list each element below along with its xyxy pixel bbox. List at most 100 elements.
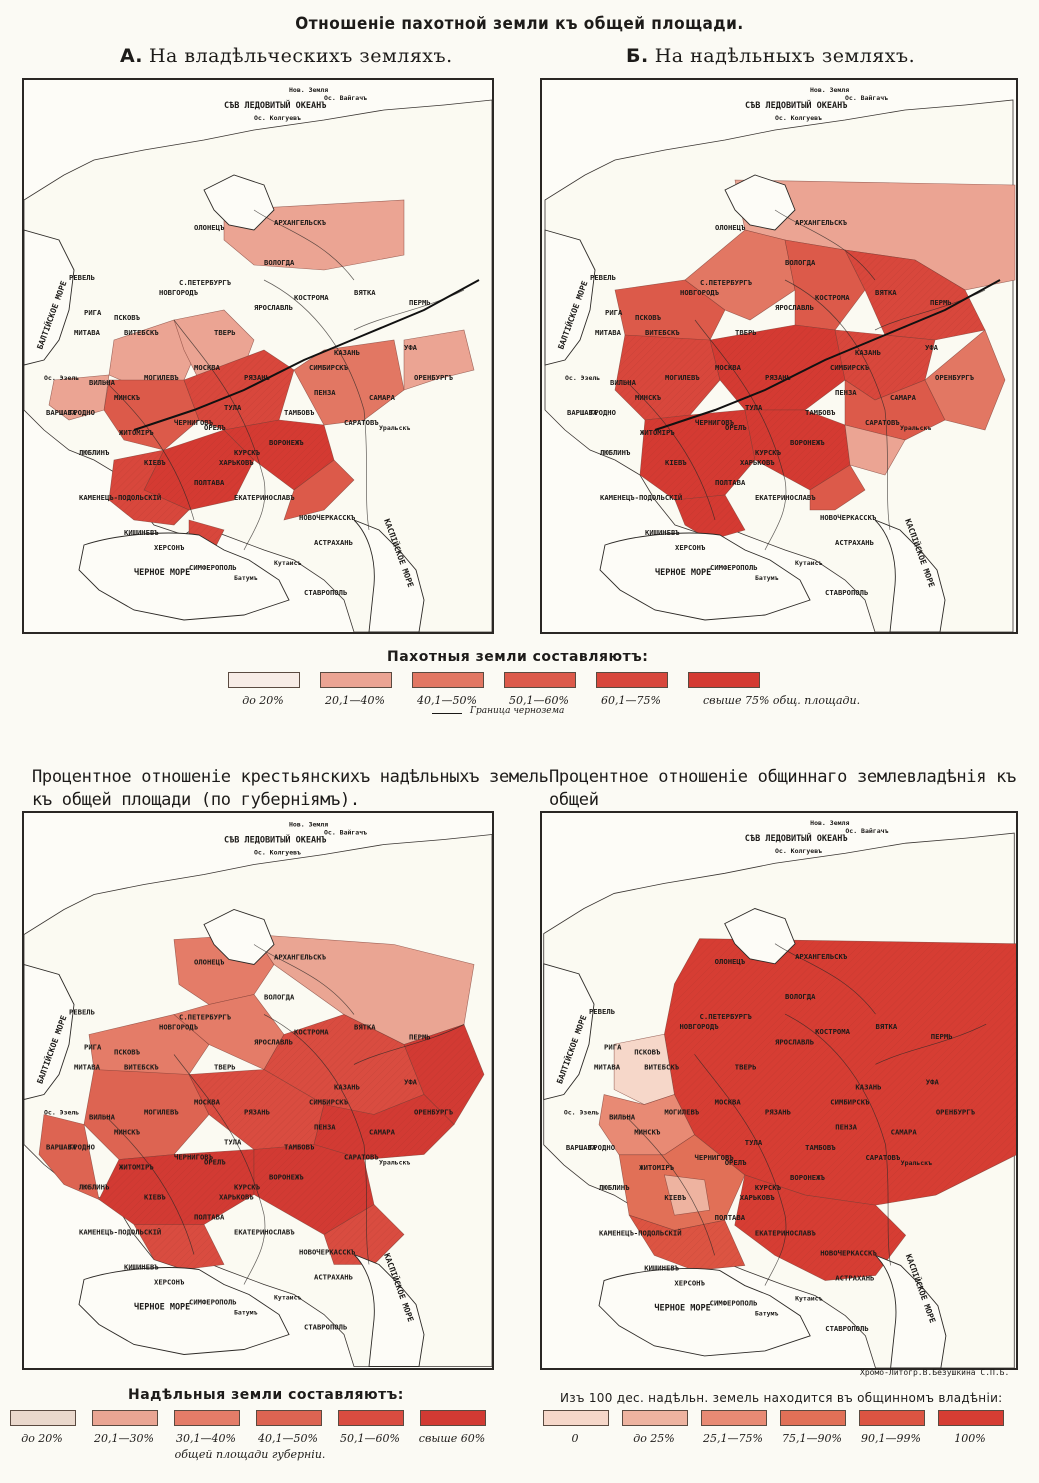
legend_d-swatch-1 (622, 1410, 688, 1426)
place-label: ТВЕРЬ (214, 1063, 236, 1072)
place-label: МОГИЛЕВЪ (664, 1108, 699, 1117)
river-0 (694, 319, 787, 551)
kutais-label: Кутаисъ (274, 1294, 301, 1302)
legend_d-swatch-3 (780, 1410, 846, 1426)
place-label: САМАРА (369, 1128, 396, 1137)
place-label: ЕКАТЕРИНОСЛАВЪ (234, 493, 295, 502)
place-label: ТВЕРЬ (214, 328, 236, 337)
place-label: С.ПЕТЕРБУРГЪ (179, 1013, 232, 1022)
legend-top-title: Пахотныя земли составляютъ: (387, 649, 649, 665)
novaya-zemlya-label: Нов. Земля (289, 86, 328, 94)
place-label: НОВОЧЕРКАССКЪ (299, 513, 356, 522)
legend_c-label-4: 50,1—60% (340, 1432, 400, 1445)
place-label: ХАРЬКОВЪ (740, 458, 775, 467)
place-label: КАЗАНЬ (855, 1082, 881, 1091)
place-label: КІЕВЪ (664, 1193, 686, 1202)
legend_c-swatch-5 (420, 1410, 486, 1426)
place-label: АРХАНГЕЛЬСКЪ (795, 952, 848, 961)
place-label: АСТРАХАНЬ (835, 538, 874, 547)
place-label: РЯЗАНЬ (765, 1108, 791, 1117)
black-earth-line-sample (432, 713, 462, 714)
place-label: САРАТОВЪ (865, 418, 900, 427)
novaya-zemlya-label: Нов. Земля (289, 821, 328, 829)
river-1 (263, 279, 370, 531)
batum-label: Батумъ (234, 1309, 258, 1317)
place-label: РЕВЕЛЬ (590, 273, 616, 282)
legend_d-label-2: 25,1—75% (703, 1432, 763, 1445)
place-label: УФА (404, 343, 418, 352)
legend_top-swatch-2 (412, 672, 484, 688)
place-label: ОРЕЛЪ (204, 1158, 226, 1167)
place-label: ОЛОНЕЦЪ (194, 223, 225, 232)
place-label: ОРЕЛЪ (725, 423, 747, 432)
map-c-allotment-share: С.ПЕТЕРБУРГЪ МОСКВА КІЕВЪ ВЯТКА ПЕРМЬ ВОЛОГДА… (22, 811, 494, 1370)
place-label: АСТРАХАНЬ (314, 538, 353, 547)
place-label: СИМФЕРОПОЛЬ (189, 1298, 237, 1307)
place-label: КАЗАНЬ (855, 348, 881, 357)
place-label: НОВОЧЕРКАССКЪ (299, 1248, 356, 1257)
place-label: МИТАВА (74, 328, 101, 337)
kutais-label: Кутаисъ (795, 559, 822, 567)
place-label: ВОРОНЕЖЪ (790, 438, 825, 447)
place-label: УФА (926, 1077, 940, 1086)
place-label: ПЕРМЬ (931, 1032, 953, 1041)
credit-line: Хромо-Литогр.В.Безушкина С.П.Б. (860, 1368, 1010, 1377)
place-label: КАМЕНЕЦЪ-ПОДОЛЬСКІЙ (79, 493, 161, 502)
place-label: МОСКВА (715, 1098, 742, 1107)
map-a-privately-owned-arable: С.ПЕТЕРБУРГЪ МОСКВА КІЕВЪ ВЯТКА ПЕРМЬ ВОЛОГДА… (22, 78, 494, 634)
kolguev-label: Ос. Колгуевъ (775, 847, 822, 855)
place-label: ЯРОСЛАВЛЬ (254, 303, 293, 312)
black-earth-boundary (133, 279, 480, 431)
place-label: СИМБИРСКЪ (830, 1098, 870, 1107)
place-label: МИНСКЪ (114, 393, 141, 402)
legend_c-label-1: 20,1—30% (94, 1432, 154, 1445)
caspian-sea (353, 519, 425, 632)
place-label: ЕКАТЕРИНОСЛАВЪ (755, 493, 816, 502)
place-label: ВАРШАВА (566, 1143, 597, 1152)
place-label: ОРЕНБУРГЪ (935, 373, 975, 382)
legend_top-label-3: 50,1—60% (509, 694, 569, 707)
place-label: ЕКАТЕРИНОСЛАВЪ (234, 1228, 295, 1237)
legend_top-label-1: 20,1—40% (325, 694, 385, 707)
map-d-base: С.ПЕТЕРБУРГЪ МОСКВА КІЕВЪ ВЯТКА ПЕРМЬ ВОЛОГДА… (543, 813, 1016, 1368)
place-label: ЛЮБЛИНЪ (79, 448, 110, 457)
place-label: КУРСКЪ (755, 448, 782, 457)
map-a-base: С.ПЕТЕРБУРГЪ МОСКВА КІЕВЪ ВЯТКА ПЕРМЬ ВОЛОГДА… (24, 80, 492, 632)
black-sea-label: ЧЕРНОЕ МОРЕ (134, 568, 190, 578)
black-sea (78, 1267, 290, 1355)
caspian-sea (874, 519, 946, 632)
black-sea-label: ЧЕРНОЕ МОРЕ (134, 1303, 190, 1313)
legend_d-swatch-4 (859, 1410, 925, 1426)
place-label: КАМЕНЕЦЪ-ПОДОЛЬСКІЙ (600, 493, 682, 502)
vaygach-label: Ос. Вайгачъ (324, 94, 367, 102)
place-label: НОВГОРОДЪ (680, 288, 720, 297)
river-3 (103, 379, 195, 521)
river-4 (253, 209, 355, 281)
place-label: ТВЕРЬ (735, 328, 757, 337)
place-label: ЛЮБЛИНЪ (599, 1183, 630, 1192)
place-label: НОВОЧЕРКАССКЪ (820, 1248, 877, 1257)
place-label: ГРОДНО (590, 408, 616, 417)
kolguev-label: Ос. Колгуевъ (775, 114, 822, 122)
legend_c-swatch-2 (174, 1410, 240, 1426)
place-label: МИНСКЪ (635, 393, 662, 402)
place-label: ПЕНЗА (835, 388, 857, 397)
river-0 (694, 1054, 787, 1286)
place-label: МОГИЛЕВЪ (144, 373, 179, 382)
baltic-sea (24, 964, 75, 1100)
place-label: МОСКВА (194, 363, 221, 372)
place-label: МОСКВА (715, 363, 742, 372)
white-sea (724, 174, 796, 231)
place-label: САМАРА (890, 393, 917, 402)
place-label: РИГА (604, 1042, 622, 1051)
legend_top-label-5: свыше 75% общ. площади. (703, 694, 861, 707)
river-4 (253, 944, 355, 1015)
place-label: ПОЛТАВА (715, 1213, 746, 1222)
place-label: ЖИТОМІРЪ (119, 428, 154, 437)
place-label: РИГА (84, 1043, 102, 1052)
place-label: СТАВРОПОЛЬ (825, 1324, 868, 1333)
place-label: РЕВЕЛЬ (589, 1007, 615, 1016)
place-label: УФА (404, 1078, 418, 1087)
legend_c-swatch-4 (338, 1410, 404, 1426)
place-label: СИМБИРСКЪ (309, 1098, 349, 1107)
